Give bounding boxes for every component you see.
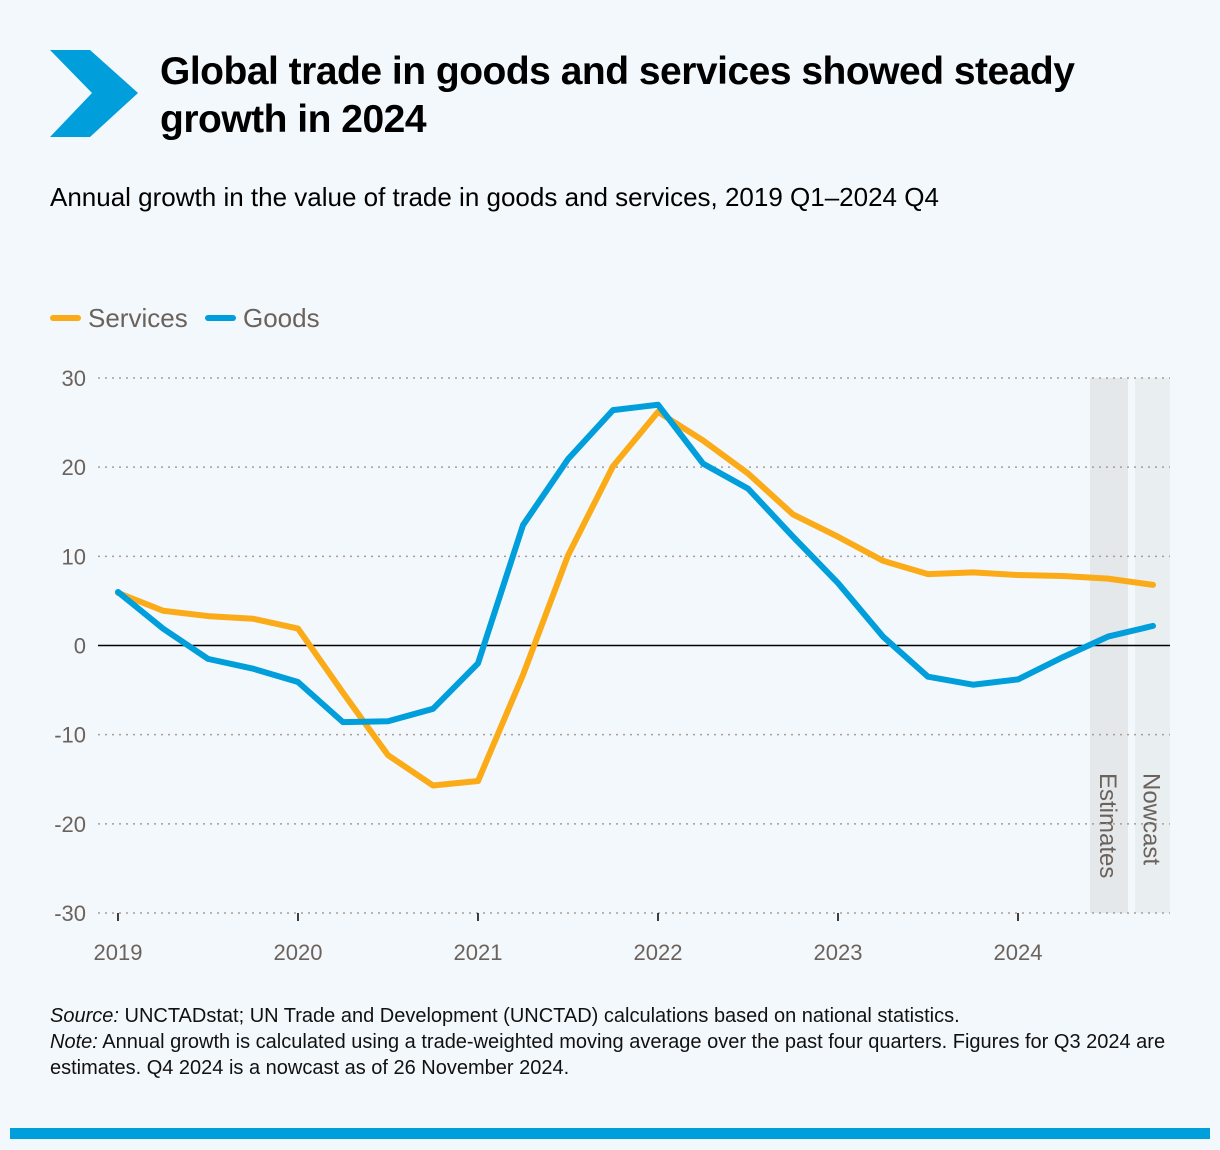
y-tick-label: 20 xyxy=(62,455,86,480)
note-text: Annual growth is calculated using a trad… xyxy=(50,1031,1166,1079)
band-label: Nowcast xyxy=(1138,773,1165,865)
y-tick-label: -30 xyxy=(54,901,86,926)
y-tick-label: 30 xyxy=(62,366,86,391)
x-tick-label: 2021 xyxy=(454,940,503,965)
bottom-accent-bar xyxy=(10,1128,1210,1139)
legend-label: Services xyxy=(88,303,188,333)
chart-notes: Source: UNCTADstat; UN Trade and Develop… xyxy=(50,1003,1170,1081)
legend-label: Goods xyxy=(243,303,320,333)
note-label: Note: xyxy=(50,1031,98,1053)
x-tick-label: 2024 xyxy=(994,940,1043,965)
series-line-goods xyxy=(115,401,1156,726)
x-tick-label: 2022 xyxy=(634,940,683,965)
source-label: Source: xyxy=(50,1005,119,1027)
x-tick-label: 2019 xyxy=(94,940,143,965)
y-tick-label: 0 xyxy=(74,634,86,659)
chart-title: Global trade in goods and services showe… xyxy=(160,50,1075,141)
chart-subtitle: Annual growth in the value of trade in g… xyxy=(50,182,939,212)
chevron-logo-icon xyxy=(50,50,138,137)
y-tick-label: -20 xyxy=(54,812,86,837)
band-label: Estimates xyxy=(1094,773,1121,878)
x-tick-label: 2020 xyxy=(274,940,323,965)
source-text: UNCTADstat; UN Trade and Development (UN… xyxy=(118,1005,960,1027)
note-line: Note: Annual growth is calculated using … xyxy=(50,1029,1170,1081)
y-tick-label: -10 xyxy=(54,723,86,748)
series-line-services xyxy=(115,408,1156,789)
line-chart: Estimates Nowcast 30 20 10 0 -10 -20 -30 2019 2020… xyxy=(50,303,1170,965)
y-tick-label: 10 xyxy=(62,544,86,569)
x-tick-label: 2023 xyxy=(814,940,863,965)
source-line: Source: UNCTADstat; UN Trade and Develop… xyxy=(50,1003,1170,1029)
